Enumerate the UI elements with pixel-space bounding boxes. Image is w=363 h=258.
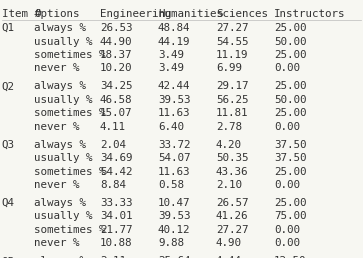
Text: 48.84: 48.84 [158, 23, 191, 33]
Text: 6.40: 6.40 [158, 122, 184, 132]
Text: 50.00: 50.00 [274, 95, 307, 105]
Text: 15.07: 15.07 [100, 108, 132, 118]
Text: 3.49: 3.49 [158, 50, 184, 60]
Text: 75.00: 75.00 [274, 212, 307, 221]
Text: 0.00: 0.00 [274, 225, 300, 235]
Text: 0.00: 0.00 [274, 122, 300, 132]
Text: 34.69: 34.69 [100, 153, 132, 163]
Text: 6.99: 6.99 [216, 63, 242, 73]
Text: never %: never % [34, 63, 80, 73]
Text: 44.19: 44.19 [158, 37, 191, 46]
Text: 18.37: 18.37 [100, 50, 132, 60]
Text: 34.25: 34.25 [100, 82, 132, 91]
Text: usually %: usually % [34, 95, 93, 105]
Text: 39.53: 39.53 [158, 212, 191, 221]
Text: 4.11: 4.11 [100, 122, 126, 132]
Text: 10.20: 10.20 [100, 63, 132, 73]
Text: Engineering: Engineering [100, 9, 171, 19]
Text: 54.42: 54.42 [100, 167, 132, 176]
Text: 12.50: 12.50 [274, 256, 307, 258]
Text: always %: always % [34, 140, 86, 150]
Text: 37.50: 37.50 [274, 153, 307, 163]
Text: 4.44: 4.44 [216, 256, 242, 258]
Text: 25.00: 25.00 [274, 198, 307, 208]
Text: 2.04: 2.04 [100, 140, 126, 150]
Text: always %: always % [34, 23, 86, 33]
Text: always %: always % [34, 82, 86, 91]
Text: 11.63: 11.63 [158, 108, 191, 118]
Text: 27.27: 27.27 [216, 23, 249, 33]
Text: 26.53: 26.53 [100, 23, 132, 33]
Text: 2.11: 2.11 [100, 256, 126, 258]
Text: 41.26: 41.26 [216, 212, 249, 221]
Text: 0.00: 0.00 [274, 238, 300, 248]
Text: usually %: usually % [34, 153, 93, 163]
Text: Humanities: Humanities [158, 9, 223, 19]
Text: 43.36: 43.36 [216, 167, 249, 176]
Text: usually %: usually % [34, 212, 93, 221]
Text: never %: never % [34, 238, 80, 248]
Text: 9.88: 9.88 [158, 238, 184, 248]
Text: Item #: Item # [2, 9, 41, 19]
Text: never %: never % [34, 122, 80, 132]
Text: 33.33: 33.33 [100, 198, 132, 208]
Text: 50.00: 50.00 [274, 37, 307, 46]
Text: Q2: Q2 [2, 82, 15, 91]
Text: 0.00: 0.00 [274, 63, 300, 73]
Text: 26.57: 26.57 [216, 198, 249, 208]
Text: 27.27: 27.27 [216, 225, 249, 235]
Text: 8.84: 8.84 [100, 180, 126, 190]
Text: 33.72: 33.72 [158, 140, 191, 150]
Text: 56.25: 56.25 [216, 95, 249, 105]
Text: 25.00: 25.00 [274, 23, 307, 33]
Text: Sciences: Sciences [216, 9, 268, 19]
Text: 42.44: 42.44 [158, 82, 191, 91]
Text: 44.90: 44.90 [100, 37, 132, 46]
Text: sometimes %: sometimes % [34, 108, 106, 118]
Text: always %: always % [34, 256, 86, 258]
Text: sometimes %: sometimes % [34, 50, 106, 60]
Text: 46.58: 46.58 [100, 95, 132, 105]
Text: 25.00: 25.00 [274, 167, 307, 176]
Text: never %: never % [34, 180, 80, 190]
Text: 4.20: 4.20 [216, 140, 242, 150]
Text: 25.00: 25.00 [274, 82, 307, 91]
Text: Instructors: Instructors [274, 9, 346, 19]
Text: usually %: usually % [34, 37, 93, 46]
Text: 37.50: 37.50 [274, 140, 307, 150]
Text: 2.10: 2.10 [216, 180, 242, 190]
Text: sometimes %: sometimes % [34, 167, 106, 176]
Text: 39.53: 39.53 [158, 95, 191, 105]
Text: 34.01: 34.01 [100, 212, 132, 221]
Text: 40.12: 40.12 [158, 225, 191, 235]
Text: 10.47: 10.47 [158, 198, 191, 208]
Text: 2.78: 2.78 [216, 122, 242, 132]
Text: Q4: Q4 [2, 198, 15, 208]
Text: 11.63: 11.63 [158, 167, 191, 176]
Text: 21.77: 21.77 [100, 225, 132, 235]
Text: Q1: Q1 [2, 23, 15, 33]
Text: 11.81: 11.81 [216, 108, 249, 118]
Text: 54.07: 54.07 [158, 153, 191, 163]
Text: Q5: Q5 [2, 256, 15, 258]
Text: 10.88: 10.88 [100, 238, 132, 248]
Text: 3.49: 3.49 [158, 63, 184, 73]
Text: 29.17: 29.17 [216, 82, 249, 91]
Text: 54.55: 54.55 [216, 37, 249, 46]
Text: 11.19: 11.19 [216, 50, 249, 60]
Text: 25.00: 25.00 [274, 50, 307, 60]
Text: 4.90: 4.90 [216, 238, 242, 248]
Text: 50.35: 50.35 [216, 153, 249, 163]
Text: 25.00: 25.00 [274, 108, 307, 118]
Text: Q3: Q3 [2, 140, 15, 150]
Text: always %: always % [34, 198, 86, 208]
Text: sometimes %: sometimes % [34, 225, 106, 235]
Text: 0.00: 0.00 [274, 180, 300, 190]
Text: 0.58: 0.58 [158, 180, 184, 190]
Text: 25.64: 25.64 [158, 256, 191, 258]
Text: Options: Options [34, 9, 80, 19]
